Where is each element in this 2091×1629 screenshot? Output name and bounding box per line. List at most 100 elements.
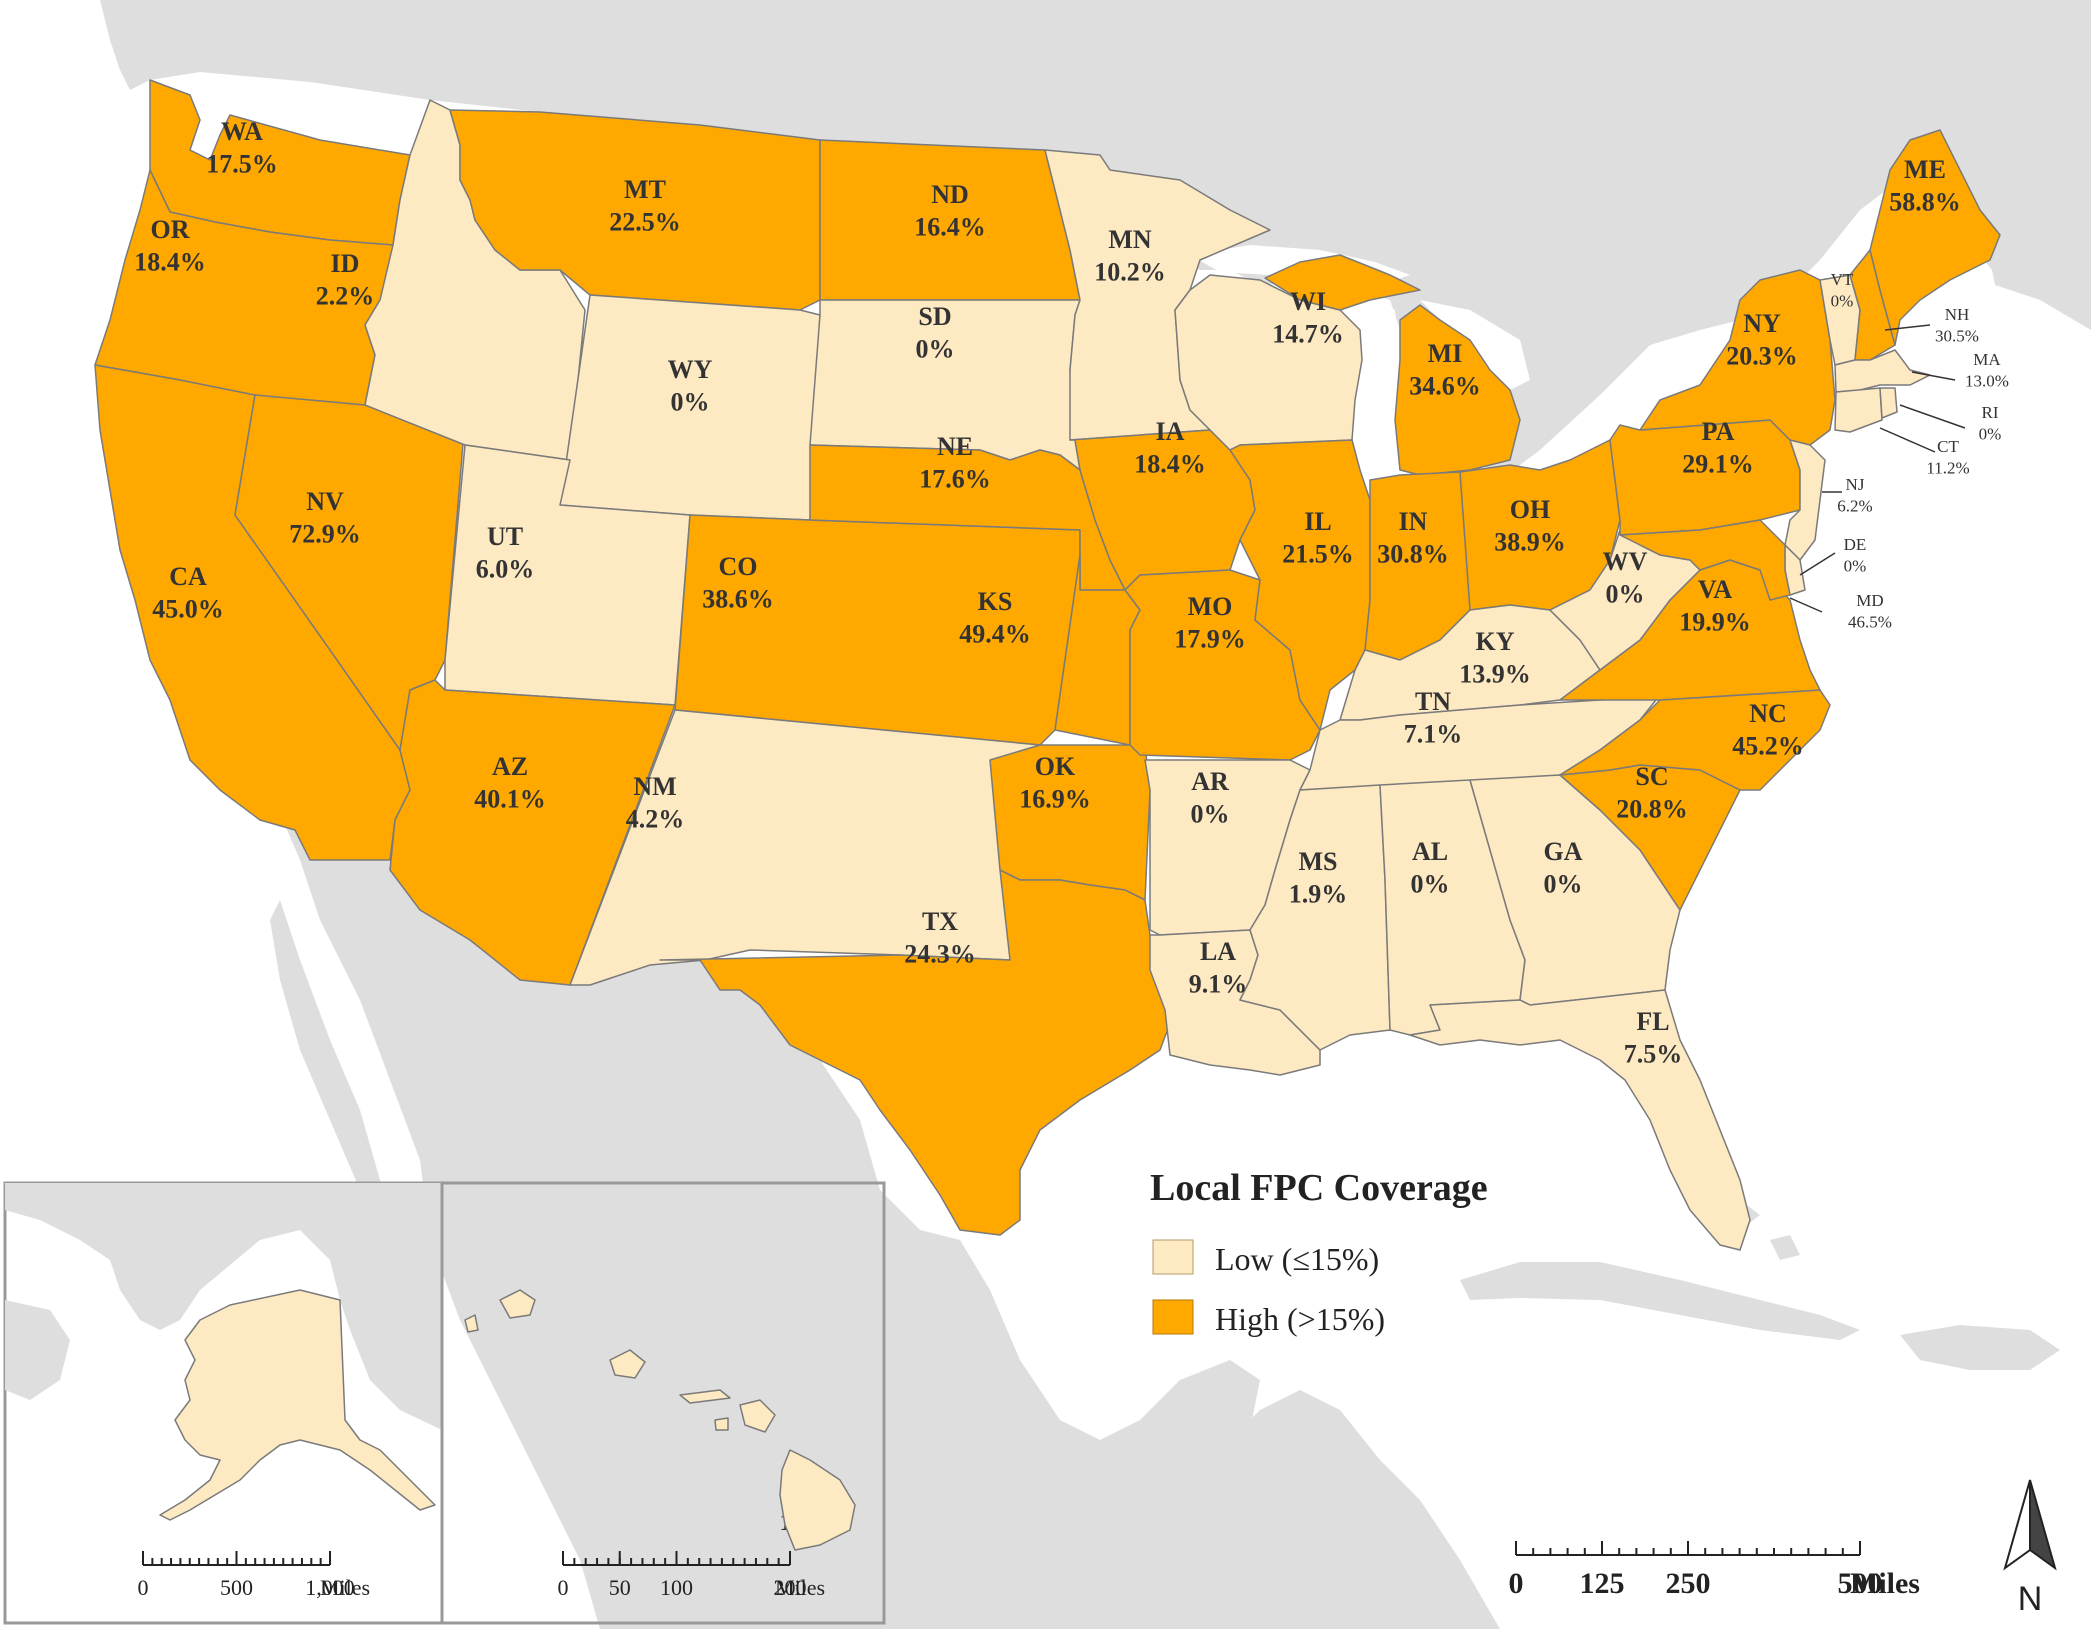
state-value-ga: 0% xyxy=(1544,870,1583,899)
state-value-mo: 17.9% xyxy=(1174,625,1246,654)
state-value-il: 21.5% xyxy=(1282,540,1354,569)
state-value-ca: 45.0% xyxy=(152,595,224,624)
main-scale-label: 0 xyxy=(1509,1567,1524,1600)
legend-swatch-low xyxy=(1152,1239,1194,1275)
state-value-mn: 10.2% xyxy=(1094,258,1166,287)
state-label-nh: NH xyxy=(1945,305,1970,324)
state-label-ky: KY xyxy=(1476,627,1515,656)
state-value-ar: 0% xyxy=(1191,800,1230,829)
state-value-ny: 20.3% xyxy=(1726,342,1798,371)
alaska-scale-unit: Miles xyxy=(320,1575,370,1600)
state-md[interactable] xyxy=(1619,519,1791,601)
state-value-in: 30.8% xyxy=(1377,540,1449,569)
state-value-mi: 34.6% xyxy=(1409,372,1481,401)
state-label-ut: UT xyxy=(487,522,523,551)
state-il[interactable] xyxy=(1229,439,1371,731)
state-hi-oahu[interactable] xyxy=(609,1349,646,1379)
lake-ontario xyxy=(1620,370,1700,392)
state-value-ks: 49.4% xyxy=(959,620,1031,649)
state-label-oh: OH xyxy=(1510,495,1550,524)
state-value-wi: 14.7% xyxy=(1272,320,1344,349)
state-label-pa: PA xyxy=(1702,417,1735,446)
state-hi-big-island[interactable] xyxy=(779,1449,856,1551)
state-label-la: LA xyxy=(1200,937,1236,966)
state-label-in: IN xyxy=(1399,507,1428,536)
state-label-al: AL xyxy=(1412,837,1448,866)
state-value-ok: 16.9% xyxy=(1019,785,1091,814)
state-ak[interactable] xyxy=(159,1289,436,1521)
state-wi[interactable] xyxy=(1174,274,1363,451)
leader-ma xyxy=(1911,371,1956,381)
state-value-ct: 11.2% xyxy=(1926,458,1969,477)
leader-de xyxy=(1799,552,1836,576)
state-label-ia: IA xyxy=(1156,417,1185,446)
state-fl[interactable] xyxy=(1409,989,1751,1251)
north-arrow-label: N xyxy=(2018,1580,2043,1618)
state-me[interactable] xyxy=(1869,129,2001,346)
hawaii-scale-label: 50 xyxy=(609,1575,631,1600)
state-label-mn: MN xyxy=(1108,225,1152,254)
state-mt[interactable] xyxy=(449,109,821,311)
state-label-sd: SD xyxy=(918,302,951,331)
state-label-ma: MA xyxy=(1973,350,2001,369)
state-label-az: AZ xyxy=(492,752,528,781)
state-mi[interactable] xyxy=(1264,254,1521,476)
hawaii-scale-label: 0 xyxy=(558,1575,569,1600)
state-value-ut: 6.0% xyxy=(476,555,535,584)
state-hi-niihau[interactable] xyxy=(464,1314,479,1333)
state-value-ms: 1.9% xyxy=(1289,880,1348,909)
state-label-md: MD xyxy=(1856,591,1883,610)
state-label-sc: SC xyxy=(1635,762,1668,791)
yucatan xyxy=(1100,1360,1260,1470)
leader-nh xyxy=(1884,324,1931,331)
state-hi-molokai[interactable] xyxy=(679,1389,731,1404)
state-label-me: ME xyxy=(1904,155,1946,184)
state-value-oh: 38.9% xyxy=(1494,528,1566,557)
alaska-background-land xyxy=(5,1183,442,1430)
state-value-ne: 17.6% xyxy=(919,465,991,494)
state-value-nh: 30.5% xyxy=(1935,326,1979,345)
leader-ct xyxy=(1879,427,1936,453)
state-label-tn: TN xyxy=(1415,687,1451,716)
state-value-fl: 7.5% xyxy=(1624,1040,1683,1069)
state-value-va: 19.9% xyxy=(1679,608,1751,637)
state-label-wi: WI xyxy=(1290,287,1326,316)
state-label-ny: NY xyxy=(1743,309,1781,338)
state-label-va: VA xyxy=(1698,575,1732,604)
state-hi-maui[interactable] xyxy=(739,1399,776,1433)
state-value-nc: 45.2% xyxy=(1732,732,1804,761)
main-scale-label: 500 xyxy=(1838,1567,1883,1600)
state-hi-kauai[interactable] xyxy=(499,1289,536,1319)
hawaii-scale-label: 100 xyxy=(660,1575,693,1600)
state-label-nd: ND xyxy=(931,180,969,209)
legend-label-low: Low (≤15%) xyxy=(1215,1241,1379,1277)
state-label-ca: CA xyxy=(169,562,207,591)
state-value-wv: 0% xyxy=(1606,580,1645,609)
state-tx[interactable] xyxy=(659,869,1176,1236)
legend: Local FPC Coverage Low (≤15%) High (>15%… xyxy=(1150,1167,1488,1337)
state-label-ks: KS xyxy=(978,587,1013,616)
state-value-me: 58.8% xyxy=(1889,188,1961,217)
state-label-or: OR xyxy=(151,215,190,244)
state-ct[interactable] xyxy=(1834,387,1883,433)
state-hi-lanai[interactable] xyxy=(714,1417,729,1431)
cuba xyxy=(1460,1262,1860,1340)
state-value-or: 18.4% xyxy=(134,248,206,277)
state-value-mt: 22.5% xyxy=(609,208,681,237)
state-value-vt: 0% xyxy=(1831,291,1854,310)
state-ri[interactable] xyxy=(1879,387,1898,419)
hispaniola xyxy=(1900,1325,2060,1370)
state-value-de: 0% xyxy=(1844,556,1867,575)
state-label-nm: NM xyxy=(633,772,676,801)
state-value-nm: 4.2% xyxy=(626,805,685,834)
state-label-ms: MS xyxy=(1299,847,1338,876)
state-value-tx: 24.3% xyxy=(904,940,976,969)
baja-peninsula xyxy=(270,900,400,1240)
state-label-nc: NC xyxy=(1749,699,1787,728)
state-label-ga: GA xyxy=(1544,837,1583,866)
state-label-id: ID xyxy=(331,249,360,278)
state-value-id: 2.2% xyxy=(316,282,375,311)
